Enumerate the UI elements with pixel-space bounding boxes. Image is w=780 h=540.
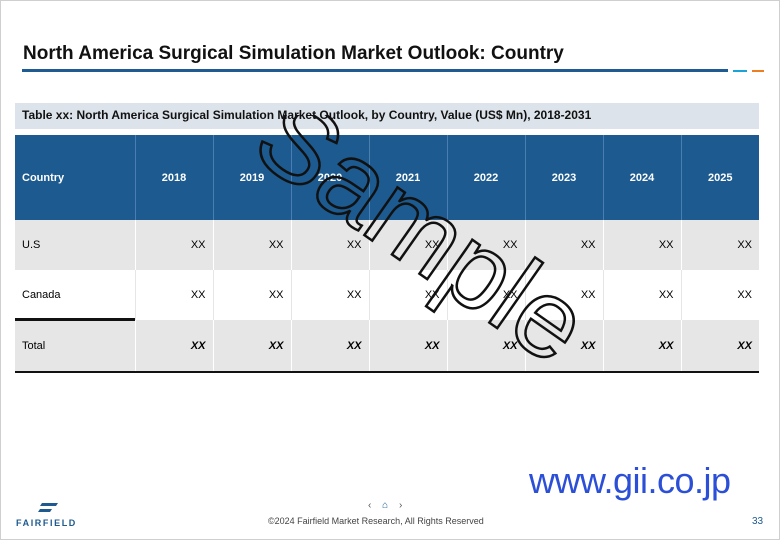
sample-watermark: Sample <box>233 115 612 365</box>
header-year: 2020 <box>290 135 369 220</box>
table-cell: XX <box>368 220 447 270</box>
table-cell: XX <box>680 220 759 270</box>
table-cell: XX <box>524 220 603 270</box>
table-cell: XX <box>134 270 213 320</box>
total-row-divider <box>15 318 135 321</box>
header-year: 2024 <box>602 135 681 220</box>
table-cell: XX <box>212 320 291 373</box>
table-cell: XX <box>524 270 603 320</box>
table-cell: XX <box>134 320 213 373</box>
table-cell: XX <box>446 320 525 373</box>
table-cell: XX <box>602 220 681 270</box>
page-number: 33 <box>752 516 764 527</box>
table-cell: XX <box>680 320 759 373</box>
market-outlook-table: Country 2018 2019 2020 2021 2022 2023 20… <box>15 135 759 373</box>
table-cell: XX <box>134 220 213 270</box>
next-slide-icon[interactable]: › <box>398 500 403 511</box>
row-label: Canada <box>15 270 135 320</box>
table-cell: XX <box>212 220 291 270</box>
gii-watermark: www.gii.co.jp <box>529 460 731 501</box>
table-cell: XX <box>602 270 681 320</box>
accent-dash-orange <box>752 70 764 72</box>
table-cell: XX <box>368 270 447 320</box>
header-year: 2022 <box>446 135 525 220</box>
fairfield-logo-icon <box>38 503 58 512</box>
header-year: 2025 <box>680 135 759 220</box>
fairfield-logo-text: FAIRFIELD <box>16 518 77 528</box>
table-cell: XX <box>290 220 369 270</box>
prev-slide-icon[interactable]: ‹ <box>368 500 372 511</box>
table-caption: Table xx: North America Surgical Simulat… <box>22 108 592 122</box>
watermark-text: Sample <box>234 115 610 365</box>
table-row: Canada XX XX XX XX XX XX XX XX <box>15 270 759 320</box>
table-cell: XX <box>368 320 447 373</box>
table-cell: XX <box>290 270 369 320</box>
slide-navigation: ‹ ⌂ › <box>364 500 406 511</box>
title-underline <box>22 69 728 72</box>
table-row-total: Total XX XX XX XX XX XX XX XX <box>15 320 759 373</box>
slide-title: North America Surgical Simulation Market… <box>23 43 564 64</box>
table-cell: XX <box>446 220 525 270</box>
header-year: 2021 <box>368 135 447 220</box>
header-year: 2023 <box>524 135 603 220</box>
row-label: Total <box>15 320 135 373</box>
header-year: 2018 <box>134 135 213 220</box>
table-header-row: Country 2018 2019 2020 2021 2022 2023 20… <box>15 135 759 220</box>
table-cell: XX <box>212 270 291 320</box>
table-cell: XX <box>524 320 603 373</box>
table-row: U.S XX XX XX XX XX XX XX XX <box>15 220 759 270</box>
accent-dash-cyan <box>733 70 747 72</box>
table-cell: XX <box>602 320 681 373</box>
header-year: 2019 <box>212 135 291 220</box>
home-icon[interactable]: ⌂ <box>382 500 389 511</box>
table-cell: XX <box>290 320 369 373</box>
table-caption-bar <box>15 103 759 129</box>
header-country: Country <box>15 135 135 220</box>
table-cell: XX <box>680 270 759 320</box>
copyright-text: ©2024 Fairfield Market Research, All Rig… <box>268 516 484 526</box>
row-label: U.S <box>15 220 135 270</box>
table-cell: XX <box>446 270 525 320</box>
